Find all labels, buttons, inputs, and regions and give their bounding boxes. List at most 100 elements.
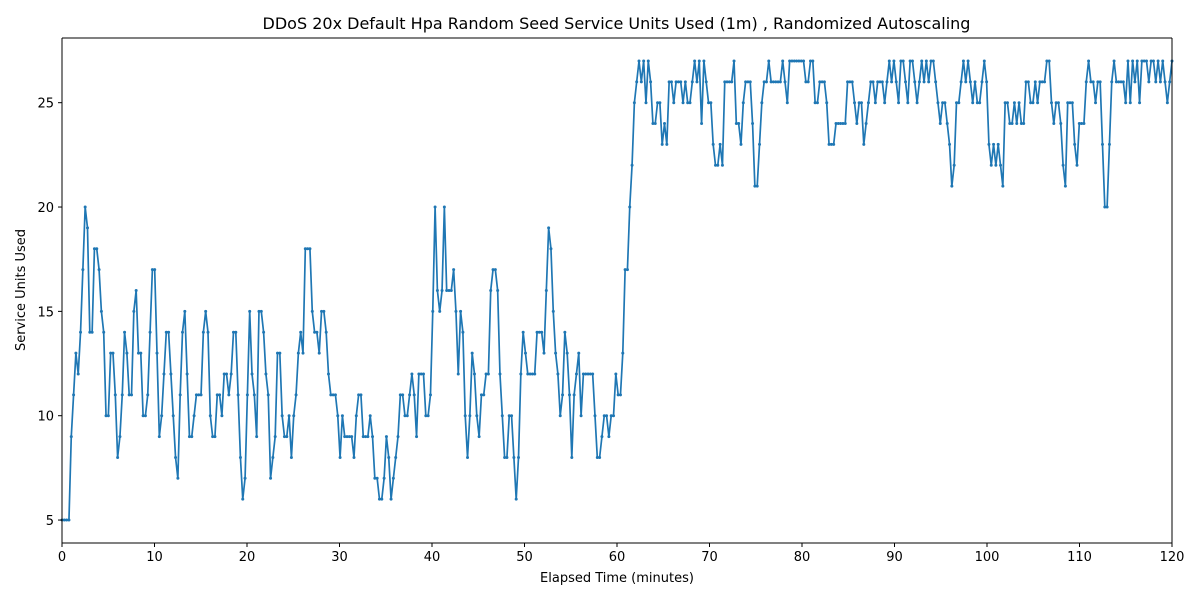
data-point (331, 393, 335, 397)
x-axis-ticks: 0 10 20 30 40 50 60 70 80 90 100 110 120 (58, 543, 1184, 565)
data-point (359, 393, 363, 397)
data-point (97, 268, 101, 272)
data-point (1005, 101, 1009, 105)
data-point (445, 289, 449, 292)
x-axis-label: Elapsed Time (minutes) (540, 571, 694, 586)
data-point (199, 393, 203, 397)
data-point (1001, 184, 1005, 188)
data-point (336, 414, 340, 418)
data-point (519, 372, 523, 376)
data-point (526, 372, 530, 376)
data-point (769, 80, 773, 84)
data-point (454, 309, 458, 313)
data-point (92, 247, 96, 251)
data-point (373, 476, 377, 480)
data-point (850, 80, 854, 84)
data-point (243, 476, 247, 480)
data-point (410, 372, 414, 376)
data-point (862, 142, 866, 146)
data-point (887, 59, 891, 63)
data-point (713, 163, 717, 167)
plot-area (62, 38, 1172, 543)
data-point (220, 414, 224, 418)
data-point (1038, 80, 1042, 84)
data-point (1082, 122, 1086, 126)
data-point (783, 80, 787, 84)
data-point (846, 80, 850, 84)
data-point (1075, 163, 1079, 167)
data-point (1024, 80, 1028, 84)
data-point (171, 414, 175, 418)
data-point (340, 414, 344, 418)
data-point (167, 330, 171, 334)
data-point (1059, 122, 1063, 126)
data-point (1094, 101, 1098, 105)
data-point (181, 330, 184, 334)
data-point (271, 455, 275, 459)
data-point (1010, 122, 1014, 126)
data-point (635, 80, 639, 84)
data-point (737, 122, 741, 126)
data-point (1110, 80, 1114, 84)
data-point (605, 414, 609, 418)
data-point (1128, 101, 1132, 105)
data-point (375, 476, 379, 480)
data-point (1142, 59, 1146, 63)
data-point (368, 414, 372, 418)
data-point (426, 414, 430, 418)
data-point (709, 101, 713, 105)
data-point (503, 455, 507, 459)
data-point (646, 59, 650, 63)
data-point (206, 330, 210, 334)
data-point (1061, 163, 1065, 167)
data-point (1029, 101, 1033, 105)
data-point (415, 435, 419, 439)
data-point (760, 101, 764, 105)
data-point (79, 330, 83, 334)
data-point (959, 80, 963, 84)
data-point (1138, 101, 1142, 105)
data-point (530, 372, 534, 376)
data-point (1168, 80, 1172, 84)
data-point (593, 414, 597, 418)
data-point (484, 372, 488, 376)
data-point (595, 455, 599, 459)
data-point (885, 80, 889, 84)
data-point (479, 393, 483, 397)
data-point (938, 122, 942, 126)
data-point (514, 497, 518, 501)
data-point (1126, 59, 1130, 63)
data-point (876, 80, 880, 84)
data-point (549, 247, 553, 251)
data-point (1149, 59, 1153, 63)
data-point (1091, 80, 1095, 84)
data-point (651, 122, 655, 126)
data-point (472, 372, 476, 376)
data-point (853, 101, 857, 105)
data-point (466, 455, 470, 459)
data-point (306, 247, 310, 251)
data-point (922, 80, 926, 84)
data-point (452, 268, 456, 272)
data-point (910, 59, 914, 63)
data-point (864, 122, 868, 126)
data-point (164, 330, 168, 334)
x-tick-label: 0 (58, 550, 66, 565)
data-point (1096, 80, 1100, 84)
data-point (194, 393, 198, 397)
data-point (554, 351, 558, 355)
data-point (695, 80, 699, 84)
data-point (394, 455, 398, 459)
data-point (1070, 101, 1074, 105)
data-point (148, 330, 152, 334)
data-point (123, 330, 127, 334)
data-point (1003, 101, 1007, 105)
data-layer (60, 59, 1174, 522)
data-point (848, 80, 852, 84)
data-point (317, 351, 321, 355)
x-tick-label: 10 (146, 550, 163, 565)
data-point (607, 435, 611, 439)
data-point (296, 351, 300, 355)
data-point (449, 289, 453, 292)
data-point (871, 80, 875, 84)
